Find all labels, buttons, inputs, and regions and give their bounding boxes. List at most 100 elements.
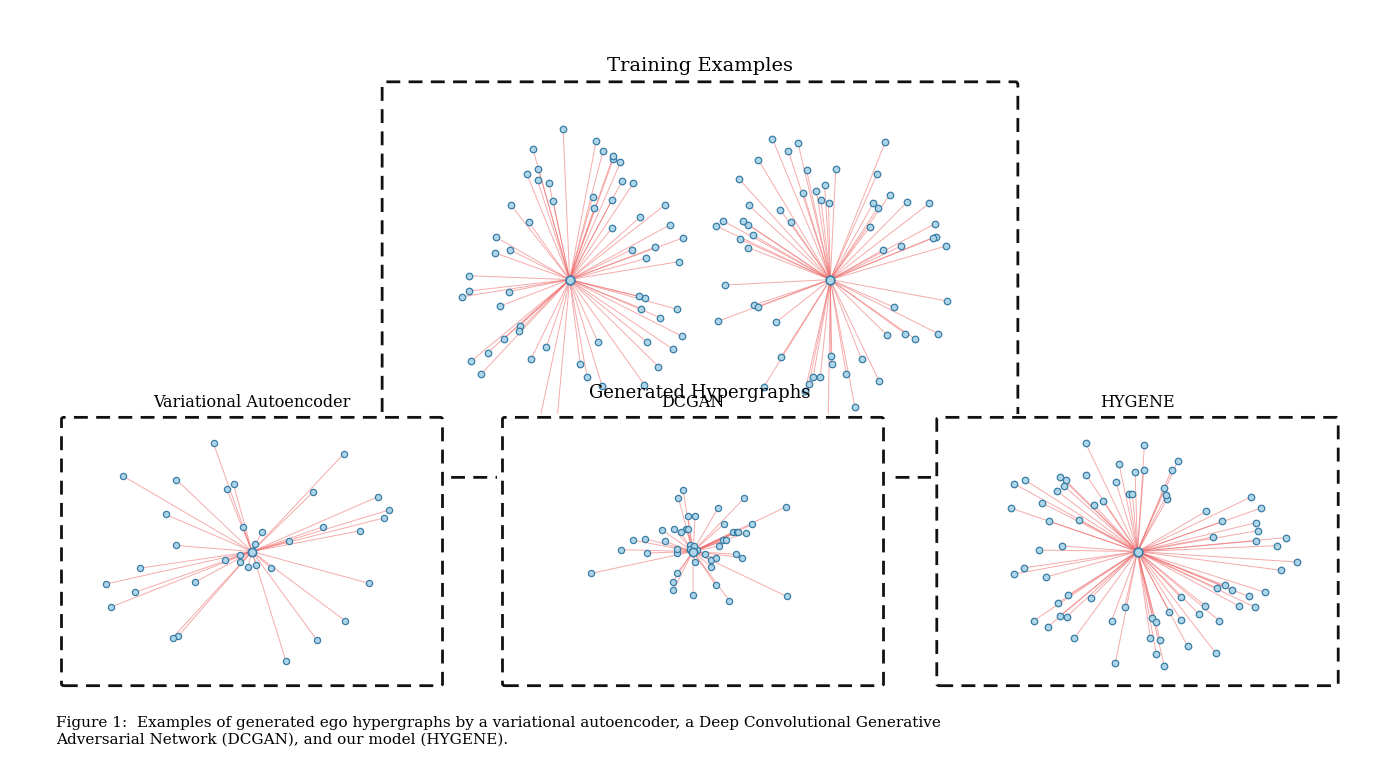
Point: [165, 539, 188, 552]
Point: [630, 303, 652, 315]
Point: [1053, 480, 1075, 492]
Point: [167, 630, 189, 642]
Point: [650, 312, 672, 324]
Point: [728, 172, 750, 185]
Point: [358, 578, 381, 590]
Point: [707, 540, 729, 552]
Point: [99, 601, 122, 613]
Point: [535, 341, 557, 353]
Point: [647, 361, 669, 373]
Point: [818, 424, 840, 436]
Point: [591, 380, 613, 392]
Point: [552, 123, 574, 136]
Point: [1274, 532, 1296, 544]
Point: [1144, 616, 1166, 628]
Point: [802, 372, 825, 384]
Point: [715, 534, 738, 546]
Point: [662, 522, 685, 535]
Point: [1002, 477, 1025, 489]
Point: [867, 168, 889, 180]
Point: [580, 568, 602, 580]
Point: [725, 548, 748, 561]
Point: [738, 241, 760, 254]
Point: [735, 526, 757, 538]
Point: [634, 292, 657, 304]
Point: [245, 559, 267, 571]
Point: [634, 532, 657, 545]
Text: Variational Autoencoder: Variational Autoencoder: [154, 394, 350, 411]
Point: [1124, 466, 1147, 478]
Point: [609, 156, 631, 169]
Point: [787, 137, 809, 149]
Point: [734, 492, 756, 504]
Point: [679, 539, 701, 552]
Point: [748, 153, 770, 165]
Point: [925, 231, 948, 243]
Point: [918, 198, 941, 210]
Point: [476, 346, 498, 358]
Point: [662, 343, 685, 355]
Point: [622, 177, 644, 189]
Point: [727, 525, 749, 538]
Point: [585, 135, 608, 147]
Point: [333, 614, 356, 627]
Point: [654, 199, 676, 211]
Point: [714, 279, 736, 291]
Point: [570, 358, 592, 370]
Point: [1211, 516, 1233, 528]
Point: [185, 576, 207, 588]
Point: [112, 470, 134, 483]
Point: [302, 486, 325, 498]
Point: [731, 552, 753, 564]
Point: [665, 543, 687, 555]
Point: [671, 330, 693, 342]
Point: [223, 478, 245, 490]
Point: [858, 221, 881, 233]
Point: [231, 521, 253, 533]
Point: [1049, 610, 1071, 622]
Point: [738, 199, 760, 211]
Point: [483, 247, 505, 259]
Point: [718, 594, 741, 607]
Point: [683, 542, 706, 555]
Text: Figure 1:  Examples of generated ego hypergraphs by a variational autoencoder, a: Figure 1: Examples of generated ego hype…: [56, 716, 941, 746]
Point: [679, 543, 701, 555]
Point: [584, 202, 606, 214]
Point: [672, 483, 694, 496]
Point: [668, 492, 690, 504]
Point: [1176, 640, 1198, 653]
Point: [1245, 516, 1267, 529]
Point: [601, 194, 623, 206]
Point: [1228, 600, 1250, 612]
Point: [526, 175, 549, 187]
Point: [1105, 657, 1127, 669]
Point: [867, 201, 889, 214]
Point: [809, 372, 832, 384]
Point: [610, 544, 633, 556]
Point: [1270, 564, 1292, 576]
Point: [602, 150, 624, 162]
Point: [1022, 614, 1044, 627]
Point: [493, 333, 515, 345]
Point: [713, 215, 735, 228]
Point: [792, 187, 815, 199]
Point: [1240, 490, 1263, 502]
Point: [1161, 463, 1183, 476]
Point: [844, 401, 867, 413]
Point: [1092, 495, 1114, 507]
Point: [237, 561, 259, 574]
Point: [1056, 611, 1078, 623]
Point: [707, 502, 729, 514]
Point: [1082, 499, 1105, 511]
Point: [367, 491, 389, 503]
Point: [95, 578, 118, 590]
Point: [685, 509, 707, 522]
Point: [228, 548, 251, 561]
Point: [274, 655, 297, 667]
Point: [834, 368, 857, 380]
Point: [707, 315, 729, 327]
Point: [1047, 597, 1070, 609]
Point: [1117, 488, 1140, 500]
Point: [890, 240, 913, 252]
Point: [1247, 525, 1270, 537]
